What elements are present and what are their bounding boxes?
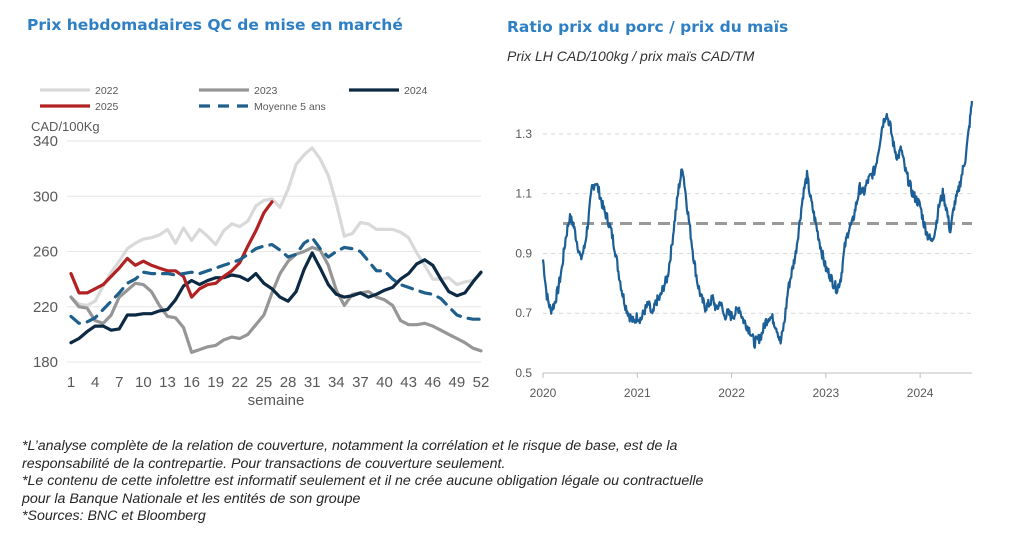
- y-tick-label: 300: [33, 188, 58, 205]
- x-tick-label: 34: [328, 374, 345, 391]
- footnote-line: *L’analyse complète de la relation de co…: [22, 438, 678, 454]
- y-tick-label: 0.7: [515, 306, 532, 320]
- x-tick-label: 37: [352, 374, 369, 391]
- left-chart-title: Prix hebdomadaires QC de mise en marché: [27, 16, 403, 34]
- legend-label: 2025: [95, 101, 119, 113]
- x-tick-label: 13: [159, 374, 176, 391]
- x-tick-label: 31: [304, 374, 321, 391]
- footnote-line: *Le contenu de cette infolettre est info…: [22, 473, 704, 490]
- series-line-2024: [69, 251, 483, 345]
- x-tick-label: 25: [256, 374, 273, 391]
- x-tick-label: 2022: [718, 386, 745, 400]
- y-tick-label: 1.3: [515, 127, 532, 141]
- x-tick-label: 46: [424, 374, 441, 391]
- y-tick-label: 0.5: [515, 366, 532, 380]
- x-tick-label: 43: [400, 374, 417, 391]
- footnotes: *L’analyse complète de la relation de co…: [22, 438, 1012, 526]
- series-line-moyenne-5-ans: [69, 236, 483, 325]
- x-tick-label: 2020: [530, 386, 557, 400]
- x-tick-label: 52: [473, 374, 490, 391]
- x-tick-label: 28: [280, 374, 297, 391]
- x-tick-label: 40: [376, 374, 393, 391]
- footnote-line: pour la Banque Nationale et les entités …: [22, 490, 361, 507]
- series-line-2022: [69, 146, 483, 307]
- x-tick-label: 2021: [624, 386, 651, 400]
- legend-label: 2024: [404, 85, 428, 97]
- x-tick-label: 49: [449, 374, 466, 391]
- x-tick-label: 7: [115, 374, 123, 391]
- x-tick-label: 22: [231, 374, 248, 391]
- legend-label: Moyenne 5 ans: [254, 101, 326, 113]
- right-chart-title: Ratio prix du porc / prix du maïs: [507, 18, 789, 36]
- y-tick-label: 260: [33, 244, 58, 261]
- x-tick-label: 2024: [907, 386, 934, 400]
- y-tick-label: 180: [33, 354, 58, 371]
- footnote-line: responsabilité de la contrepartie. Pour …: [22, 455, 506, 472]
- x-tick-label: 19: [207, 374, 224, 391]
- y-tick-label: 1.1: [515, 187, 532, 201]
- y-tick-label: 340: [33, 133, 58, 150]
- ratio-series-line: [541, 100, 974, 349]
- right-chart-subtitle: Prix LH CAD/100kg / prix maïs CAD/TM: [507, 48, 755, 64]
- legend-label: 2022: [95, 85, 119, 97]
- x-axis-label: semaine: [248, 392, 305, 409]
- y-tick-label: 0.9: [515, 246, 532, 260]
- footnote-line: *Sources: BNC et Bloomberg: [22, 508, 206, 525]
- weekly-price-chart: 180 220 260 300 340 1 4 7 10 13 16 19 22 25 28 31 34 37 40…: [31, 85, 490, 409]
- x-tick-label: 10: [135, 374, 152, 391]
- x-tick-label: 16: [183, 374, 200, 391]
- legend-label: 2023: [254, 85, 278, 97]
- series-line-2025: [69, 200, 274, 299]
- series-line-2023: [69, 245, 483, 354]
- x-tick-label: 1: [67, 374, 75, 391]
- y-tick-label: 220: [33, 299, 58, 316]
- x-tick-label: 2023: [813, 386, 840, 400]
- hog-corn-ratio-chart: 0.5 0.7 0.9 1.1 1.3 2020 2021 2022 2023 2024: [515, 100, 974, 400]
- x-tick-label: 4: [91, 374, 99, 391]
- y-axis-label: CAD/100Kg: [31, 119, 100, 134]
